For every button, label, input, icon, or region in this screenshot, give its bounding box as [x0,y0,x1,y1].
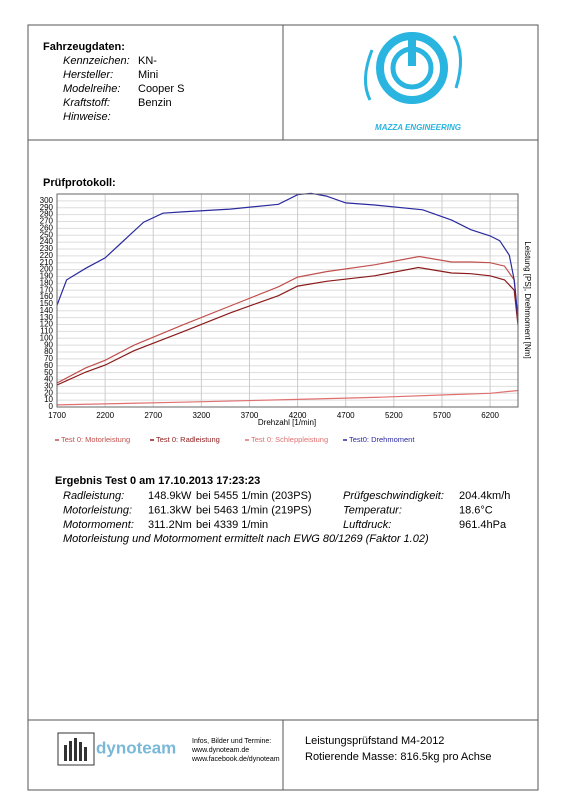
y-tick-label: 100 [40,333,54,342]
field-label: Kraftstoff: [63,97,110,109]
y-tick-label: 270 [40,217,54,226]
legend-label: Test 0: Radleistung [156,435,220,444]
data-line [56,255,519,384]
chart-title: Prüfprotokoll: [43,177,116,189]
result-cell: Temperatur: [343,504,402,516]
x-tick-label: 3700 [241,411,259,420]
y-tick-label: 180 [40,278,54,287]
y-tick-label: 90 [44,340,53,349]
y-tick-label: 20 [44,388,53,397]
plot-area [56,193,519,408]
y-tick-label: 190 [40,272,54,281]
y-tick-label: 110 [40,327,53,336]
result-cell: 18.6°C [459,504,493,516]
field-label: Hersteller: [63,69,113,81]
x-tick-label: 5700 [433,411,451,420]
footer-line: Leistungsprüfstand M4-2012 [305,735,444,747]
x-tick-label: 2700 [144,411,162,420]
y-tick-label: 0 [49,402,54,411]
x-axis-label: Drehzahl [1/min] [258,418,316,427]
result-cell: Motormoment: [63,519,134,531]
header-title: Fahrzeugdaten: [43,41,125,53]
footer-logo: dynoteam [57,732,176,766]
field-value: Cooper S [138,83,184,95]
field-label: Modelreihe: [63,83,120,95]
plot-border [56,193,519,408]
logo-text: MAZZA ENGINEERING [375,123,461,132]
y-axis-label: Leistung [PS], Drehmoment [Nm] [523,241,532,358]
y-tick-label: 120 [40,320,54,329]
y-tick-label: 290 [40,203,54,212]
field-value: Benzin [138,97,172,109]
x-tick-label: 3200 [192,411,210,420]
result-cell: bei 5463 1/min (219PS) [196,504,312,516]
y-tick-label: 240 [40,237,54,246]
field-label: Kennzeichen: [63,55,130,67]
y-tick-label: 130 [40,313,54,322]
y-tick-label: 50 [44,368,53,377]
result-cell: Prüfgeschwindigkeit: [343,490,444,502]
y-tick-label: 280 [40,210,54,219]
y-tick-label: 160 [40,292,54,301]
results-note: Motorleistung und Motormoment ermittelt … [63,533,429,545]
result-cell: 961.4hPa [459,519,507,531]
y-tick-label: 80 [44,347,53,356]
x-tick-label: 6200 [481,411,499,420]
result-cell: bei 5455 1/min (203PS) [196,490,312,502]
field-value: Mini [138,69,158,81]
field-label: Hinweise: [63,111,111,123]
x-tick-label: 5200 [385,411,403,420]
x-tick-label: 4200 [289,411,307,420]
legend-label: Test 0: Motorleistung [61,435,130,444]
y-tick-label: 10 [44,395,53,404]
y-tick-label: 210 [40,258,54,267]
field-value: KN- [138,55,157,67]
y-tick-label: 260 [40,223,54,232]
x-tick-label: 4700 [337,411,355,420]
footer-info: Infos, Bilder und Termine: [192,738,271,745]
data-line [56,266,519,386]
legend-label: Test 0: Schleppleistung [251,435,328,444]
y-tick-label: 150 [40,299,54,308]
result-cell: Luftdruck: [343,519,391,531]
y-tick-label: 60 [44,361,53,370]
y-tick-label: 70 [44,354,53,363]
y-tick-label: 40 [44,375,53,384]
result-cell: Motorleistung: [63,504,132,516]
footer-info: www.facebook.de/dynoteam [191,756,280,763]
result-cell: Radleistung: [63,490,124,502]
y-tick-label: 140 [40,306,54,315]
y-tick-label: 170 [40,285,54,294]
data-line [56,192,519,320]
y-tick-label: 30 [44,381,53,390]
y-tick-label: 300 [40,196,54,205]
y-tick-label: 220 [40,251,54,260]
footer-line: Rotierende Masse: 816.5kg pro Achse [305,751,492,763]
results-title: Ergebnis Test 0 am 17.10.2013 17:23:23 [55,475,260,487]
legend-label: Test0: Drehmoment [349,435,415,444]
result-cell: 204.4km/h [459,490,510,502]
y-tick-label: 200 [40,265,54,274]
y-tick-label: 230 [40,244,54,253]
footer-brand: dynoteam [96,738,176,757]
result-cell: 311.2Nm [148,519,192,531]
logo: MAZZA ENGINEERING [364,32,462,132]
data-line [56,389,519,406]
x-tick-label: 1700 [48,411,66,420]
result-cell: 148.9kW [148,490,192,502]
result-cell: 161.3kW [148,504,192,516]
result-cell: bei 4339 1/min [196,519,268,531]
y-tick-label: 250 [40,230,54,239]
footer-info: www.dynoteam.de [191,747,249,754]
x-tick-label: 2200 [96,411,114,420]
